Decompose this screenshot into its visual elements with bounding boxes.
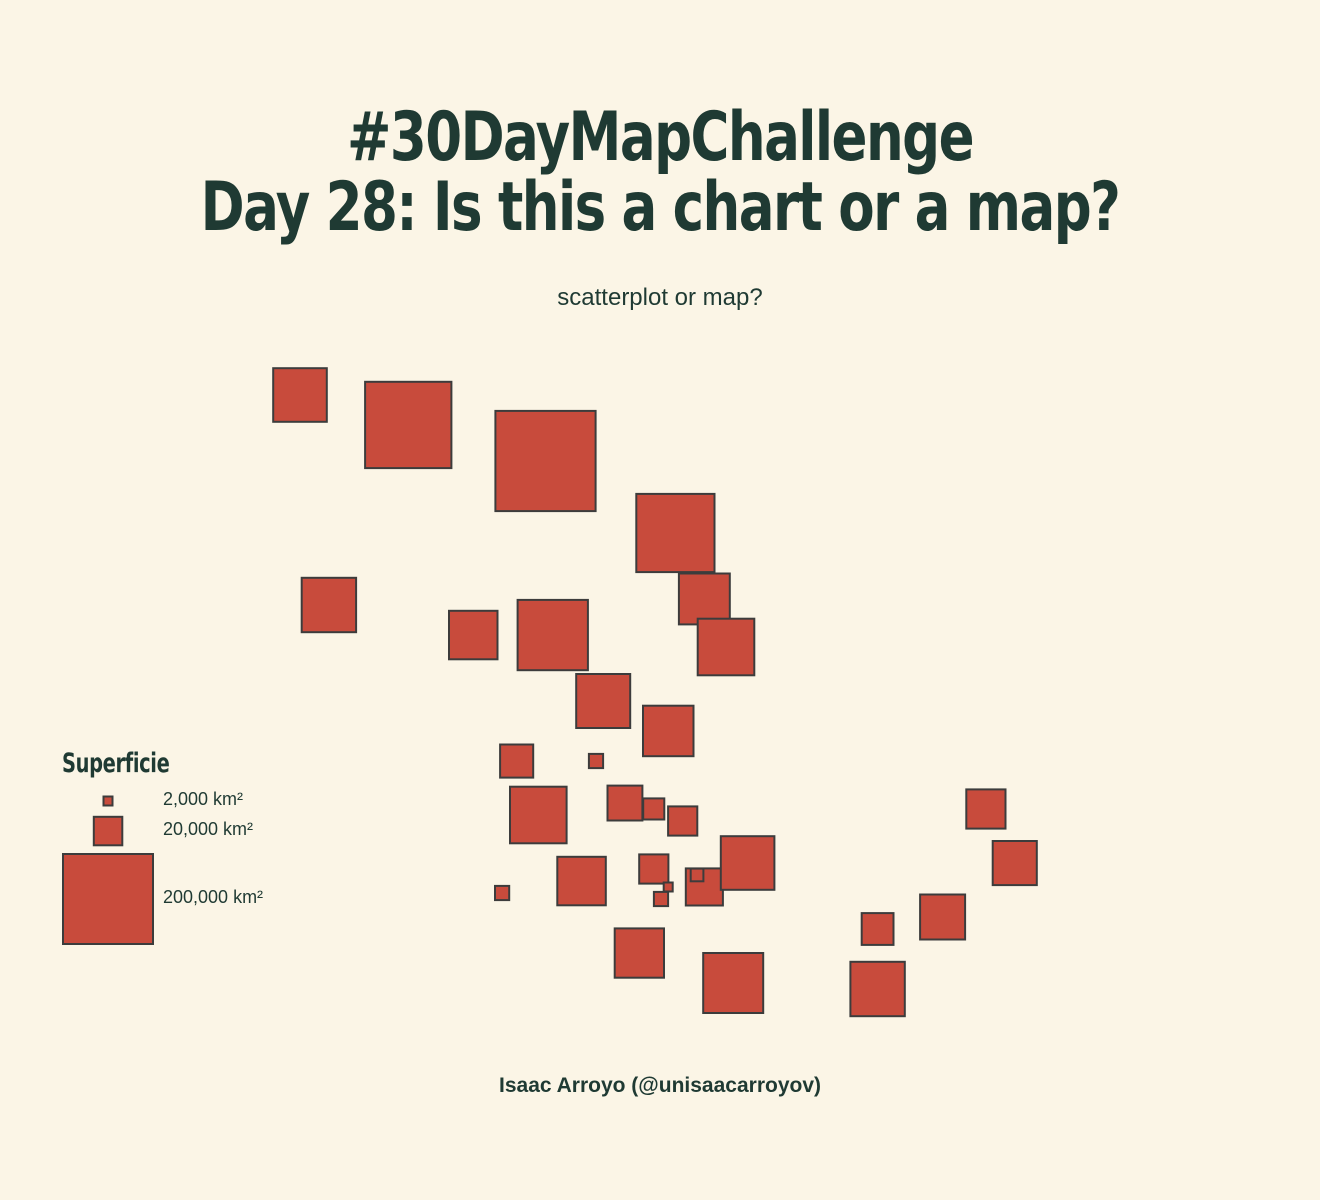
state-square-5 bbox=[448, 609, 499, 661]
state-square-31 bbox=[991, 840, 1038, 887]
legend-title: Superficie bbox=[62, 748, 170, 779]
state-square-27 bbox=[849, 960, 906, 1018]
state-square-15 bbox=[642, 797, 666, 821]
state-square-13 bbox=[509, 785, 568, 845]
state-square-18 bbox=[556, 855, 607, 907]
legend-squares bbox=[62, 795, 154, 945]
state-square-30 bbox=[965, 788, 1007, 830]
legend-square-1 bbox=[92, 815, 124, 847]
state-square-21 bbox=[652, 890, 670, 908]
legend-label-large: 200,000 km² bbox=[163, 887, 264, 907]
state-square-24 bbox=[719, 835, 776, 891]
legend-square-0 bbox=[102, 795, 114, 807]
state-square-7 bbox=[677, 572, 731, 626]
state-square-10 bbox=[642, 704, 695, 758]
state-square-29 bbox=[919, 893, 967, 941]
state-square-3 bbox=[635, 492, 716, 574]
state-square-14 bbox=[606, 784, 644, 822]
state-square-4 bbox=[300, 576, 358, 634]
state-square-8 bbox=[696, 617, 756, 677]
state-square-23 bbox=[689, 867, 705, 883]
chart-title-line-1: #30DayMapChallenge bbox=[347, 98, 975, 177]
state-square-28 bbox=[860, 912, 895, 946]
state-squares bbox=[272, 367, 1038, 1018]
author-caption: Isaac Arroyo (@unisaacarroyov) bbox=[499, 1074, 821, 1097]
state-square-1 bbox=[364, 380, 453, 470]
state-square-12 bbox=[587, 752, 605, 770]
state-square-2 bbox=[494, 409, 597, 513]
state-square-19 bbox=[638, 853, 670, 885]
state-square-20 bbox=[662, 881, 674, 893]
legend-square-2 bbox=[62, 853, 154, 945]
state-square-11 bbox=[499, 743, 535, 779]
state-square-6 bbox=[516, 598, 589, 672]
legend-label-medium: 20,000 km² bbox=[163, 819, 254, 839]
state-square-26 bbox=[702, 952, 765, 1014]
state-square-17 bbox=[494, 884, 511, 902]
legend-label-small: 2,000 km² bbox=[163, 789, 244, 809]
state-square-16 bbox=[667, 805, 699, 837]
state-square-0 bbox=[272, 367, 328, 423]
state-square-9 bbox=[575, 673, 632, 729]
state-square-25 bbox=[613, 927, 666, 979]
chart-title-line-2: Day 28: Is this a chart or a map? bbox=[200, 168, 1121, 247]
chart-subtitle: scatterplot or map? bbox=[557, 284, 763, 311]
